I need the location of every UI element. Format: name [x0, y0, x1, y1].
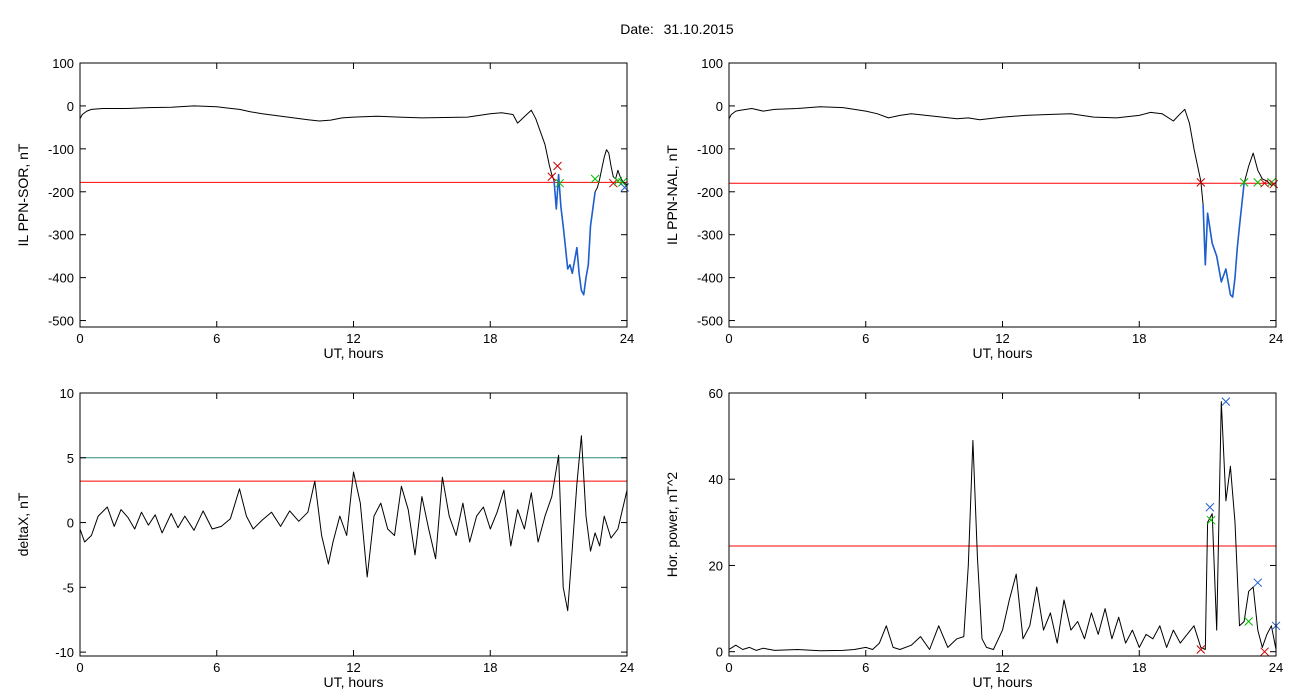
x-tick-label: 0: [76, 660, 83, 675]
x-axis-label: UT, hours: [973, 345, 1033, 361]
chart-sor: 0 6 12 18 24 100 0 -100 -200 -300 -400 -500 UT, hour…: [15, 56, 634, 361]
x-axis-label: UT, hours: [324, 674, 384, 690]
data-series-1: [553, 173, 596, 296]
chart-power: 0 6 12 18 24 0 20 40 60 UT, hours Hor. power, nT^2: [664, 386, 1283, 690]
cross-marker: [1196, 177, 1206, 187]
x-tick-label: 18: [483, 331, 497, 346]
x-tick-label: 0: [725, 331, 732, 346]
y-tick-label: -400: [697, 271, 723, 286]
data-series-1: [1202, 183, 1245, 298]
x-tick-label: 6: [213, 660, 220, 675]
cross-marker: [1205, 502, 1215, 512]
cross-marker: [1221, 397, 1231, 406]
x-tick-label: 18: [1132, 660, 1146, 675]
y-tick-label: 0: [67, 99, 74, 114]
y-tick-label: 0: [716, 99, 723, 114]
x-axis-label: UT, hours: [973, 674, 1033, 690]
data-series-0: [729, 401, 1276, 652]
figure-date: Date: 31.10.2015: [620, 21, 734, 37]
y-tick-label: 20: [709, 558, 723, 573]
y-tick-label: 40: [709, 472, 723, 487]
cross-marker: [553, 161, 562, 171]
y-tick-label: 5: [67, 451, 74, 466]
series-group: [80, 435, 627, 612]
cross-marker: [547, 172, 557, 182]
x-tick-label: 6: [862, 660, 869, 675]
x-tick-label: 12: [346, 660, 360, 675]
cross-marker: [1206, 515, 1216, 525]
y-axis-label: IL PPN-SOR, nT: [15, 143, 31, 246]
x-tick-label: 24: [1269, 331, 1283, 346]
data-series-0: [80, 435, 627, 612]
y-tick-label: -500: [48, 314, 74, 329]
y-tick-label: -400: [48, 271, 74, 286]
x-tick-label: 6: [862, 331, 869, 346]
y-tick-label: -200: [697, 185, 723, 200]
date-value: 31.10.2015: [664, 21, 734, 37]
y-axis-label: deltaX, nT: [15, 492, 31, 556]
y-axis-label: Hor. power, nT^2: [664, 472, 680, 578]
date-label: Date:: [620, 21, 653, 37]
x-tick-label: 0: [76, 331, 83, 346]
y-tick-label: 10: [60, 386, 74, 401]
data-series-0: [80, 105, 627, 296]
series-group: [729, 106, 1276, 298]
y-tick-label: 0: [67, 516, 74, 531]
y-tick-label: 60: [709, 386, 723, 401]
y-tick-label: -500: [697, 314, 723, 329]
x-axis-label: UT, hours: [324, 345, 384, 361]
cross-marker: [590, 174, 600, 184]
x-tick-label: 12: [995, 660, 1009, 675]
x-tick-label: 0: [725, 660, 732, 675]
cross-marker: [608, 178, 618, 188]
cross-marker: [1269, 179, 1279, 189]
y-tick-label: 0: [716, 645, 723, 660]
y-tick-label: -300: [48, 228, 74, 243]
y-tick-label: -100: [697, 142, 723, 157]
x-tick-label: 18: [1132, 331, 1146, 346]
cross-marker: [1253, 578, 1263, 588]
plot-frame: [79, 392, 628, 657]
cross-marker: [618, 177, 627, 187]
cross-marker: [1196, 645, 1206, 654]
cross-marker: [1260, 647, 1269, 657]
cross-marker: [555, 178, 565, 188]
y-tick-label: -300: [697, 228, 723, 243]
plot-frame: [79, 62, 628, 328]
chart-nal: 0 6 12 18 24 100 0 -100 -200 -300 -400 -500 UT, hour…: [664, 56, 1283, 361]
x-tick-label: 12: [346, 331, 360, 346]
chart-deltax: 0 6 12 18 24 10 5 0 -5 -10 UT, hours deltaX, nT: [15, 386, 634, 690]
y-tick-label: -200: [48, 185, 74, 200]
data-series-0: [729, 106, 1276, 298]
y-tick-label: 100: [701, 56, 723, 71]
x-tick-label: 18: [483, 660, 497, 675]
series-group: [729, 401, 1276, 652]
x-tick-label: 24: [620, 660, 634, 675]
series-group: [80, 105, 627, 296]
x-tick-label: 24: [620, 331, 634, 346]
y-tick-label: -100: [48, 142, 74, 157]
x-tick-label: 6: [213, 331, 220, 346]
y-axis-label: IL PPN-NAL, nT: [664, 145, 680, 245]
x-tick-label: 24: [1269, 660, 1283, 675]
plot-frame: [728, 392, 1277, 657]
y-tick-label: -5: [62, 580, 74, 595]
x-tick-label: 12: [995, 331, 1009, 346]
cross-marker: [1244, 617, 1254, 626]
plot-frame: [728, 62, 1277, 328]
cross-marker: [1239, 177, 1249, 187]
y-tick-label: -10: [55, 645, 74, 660]
y-tick-label: 100: [52, 56, 74, 71]
